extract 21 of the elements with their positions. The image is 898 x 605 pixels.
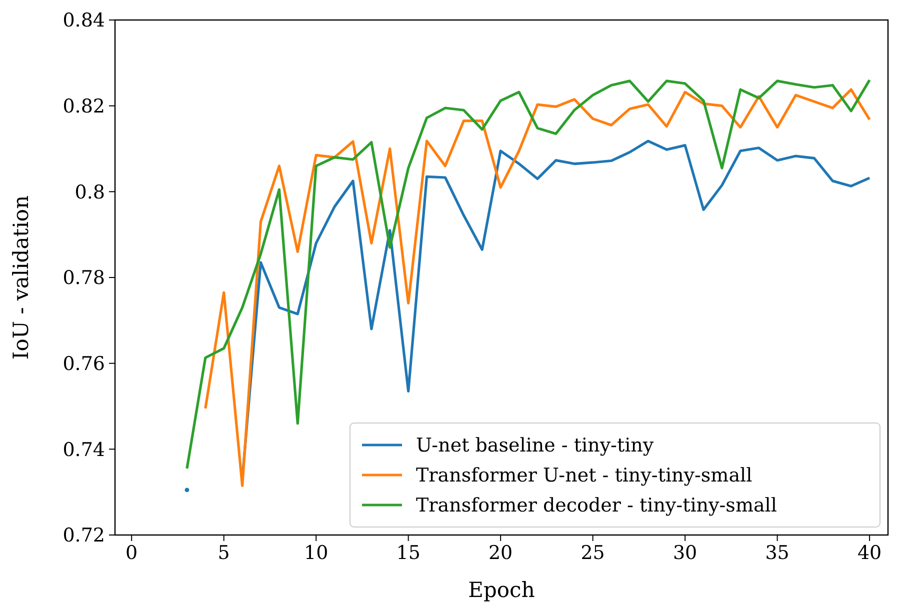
legend-label: Transformer U-net - tiny-tiny-small xyxy=(416,464,752,487)
y-tick-label: 0.82 xyxy=(62,95,105,118)
x-tick-label: 25 xyxy=(580,542,605,564)
legend-label: U-net baseline - tiny-tiny xyxy=(416,434,654,457)
x-tick-label: 20 xyxy=(488,542,513,564)
y-tick-label: 0.76 xyxy=(62,352,105,375)
x-tick-label: 0 xyxy=(126,542,138,564)
x-tick-label: 30 xyxy=(672,542,698,564)
x-tick-label: 35 xyxy=(765,542,790,564)
x-tick-label: 15 xyxy=(396,542,420,564)
legend-label: Transformer decoder - tiny-tiny-small xyxy=(416,494,777,517)
y-axis-title: IoU - validation xyxy=(9,195,33,360)
x-tick-label: 5 xyxy=(218,542,230,564)
y-tick-label: 0.8 xyxy=(74,181,105,204)
x-axis-title: Epoch xyxy=(468,578,535,602)
x-tick-label: 10 xyxy=(304,542,328,564)
y-tick-label: 0.72 xyxy=(62,524,105,547)
y-tick-label: 0.74 xyxy=(62,438,105,461)
x-tick-label: 40 xyxy=(857,542,882,564)
y-tick-label: 0.84 xyxy=(62,10,105,32)
y-tick-label: 0.78 xyxy=(62,267,105,290)
